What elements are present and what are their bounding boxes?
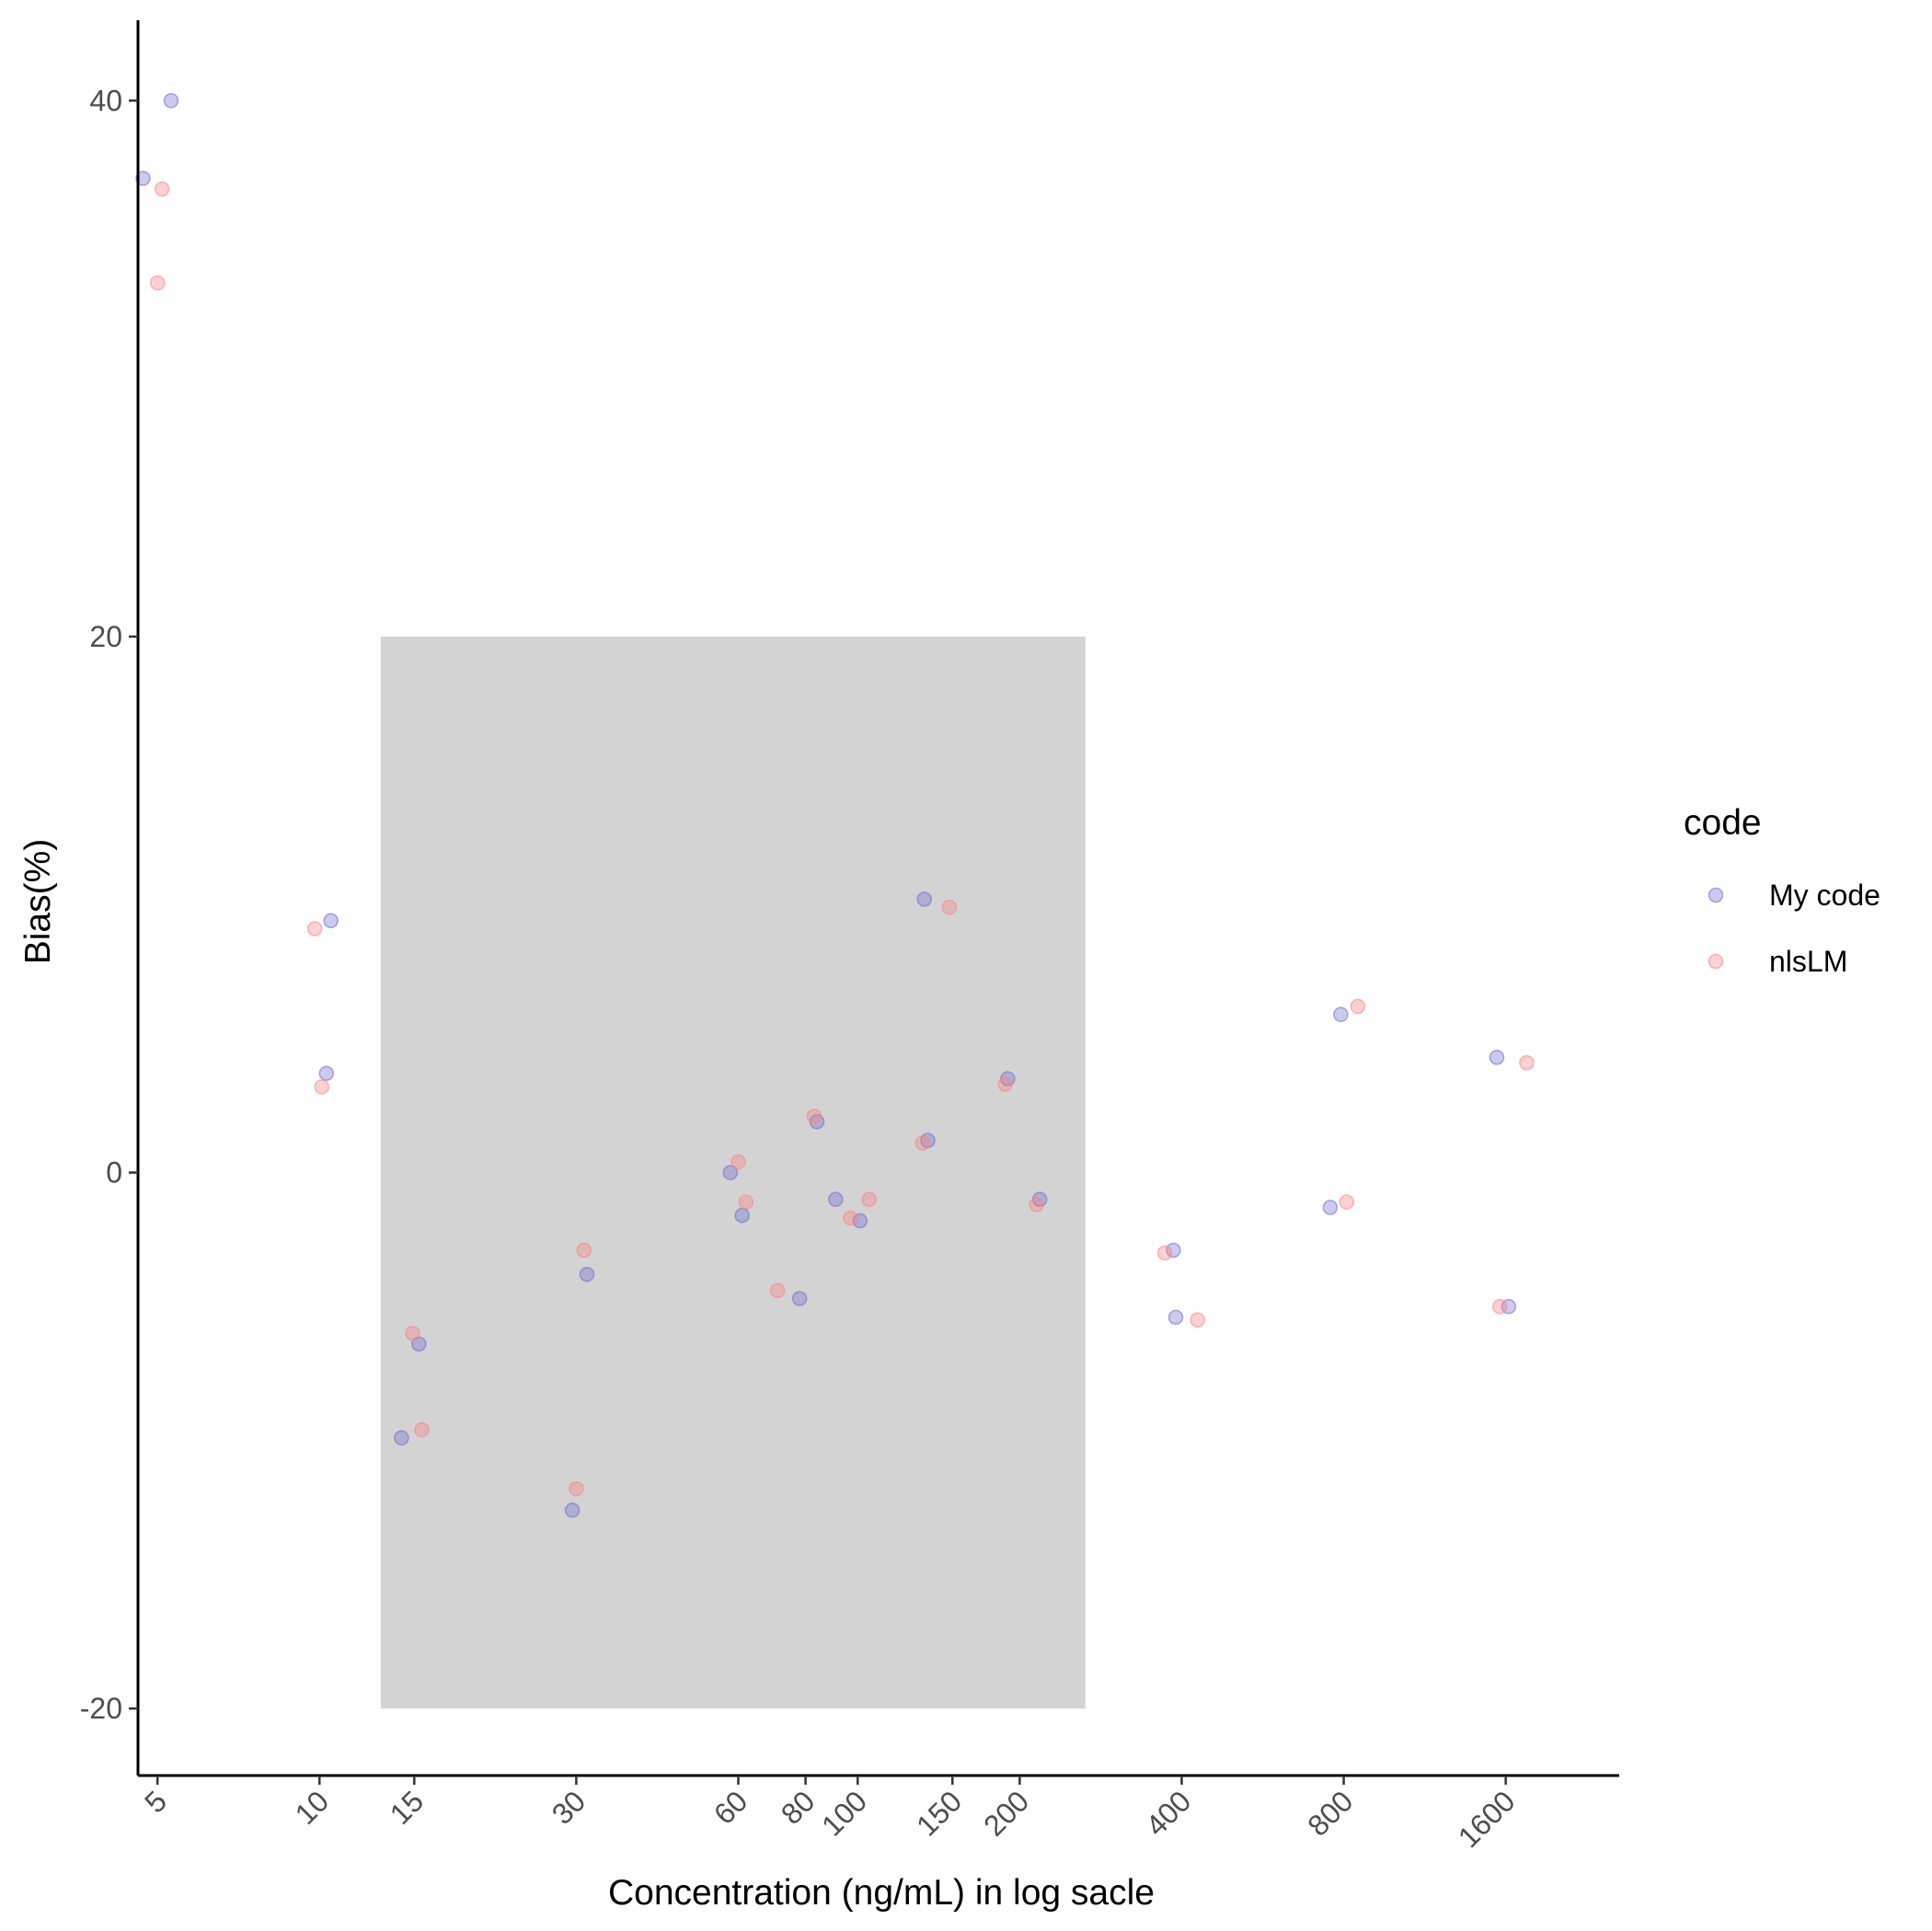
data-point-my-code-22 — [1489, 1050, 1505, 1065]
data-point-my-code-13 — [852, 1213, 868, 1229]
data-point-nlslm-8 — [730, 1154, 746, 1170]
data-point-nlslm-22 — [1491, 1298, 1508, 1315]
data-point-my-code-2 — [323, 913, 339, 929]
data-point-my-code-9 — [734, 1207, 750, 1224]
data-point-nlslm-19 — [1190, 1312, 1205, 1328]
data-points-layer — [135, 93, 1535, 1518]
data-point-my-code-10 — [791, 1291, 808, 1306]
data-point-nlslm-16 — [997, 1076, 1013, 1092]
x-axis-title: Concentration (ng/mL) in log sacle — [608, 1873, 1155, 1913]
data-point-my-code-0 — [135, 170, 151, 187]
data-point-my-code-8 — [722, 1165, 739, 1180]
data-point-nlslm-21 — [1350, 998, 1366, 1015]
data-point-my-code-20 — [1322, 1200, 1339, 1215]
data-point-nlslm-15 — [941, 899, 958, 915]
legend-label-nlslm: nlsLM — [1769, 945, 1847, 978]
data-point-my-code-7 — [579, 1266, 595, 1282]
data-point-nlslm-3 — [314, 1079, 330, 1095]
acceptance-region-layer — [380, 636, 1086, 1709]
data-point-nlslm-20 — [1339, 1194, 1355, 1210]
data-point-my-code-6 — [564, 1502, 581, 1518]
legend-title: code — [1684, 803, 1762, 843]
data-point-my-code-1 — [163, 93, 179, 109]
y-tick-label-40: 40 — [89, 84, 122, 117]
acceptance-region — [380, 636, 1086, 1709]
data-point-nlslm-12 — [843, 1210, 858, 1226]
data-point-nlslm-17 — [1029, 1197, 1045, 1213]
data-point-nlslm-11 — [806, 1109, 822, 1124]
data-point-my-code-12 — [828, 1191, 844, 1208]
data-point-nlslm-2 — [306, 921, 323, 937]
data-point-my-code-19 — [1167, 1309, 1184, 1326]
data-point-my-code-21 — [1333, 1006, 1349, 1023]
y-tick-label--20: -20 — [80, 1692, 122, 1725]
data-point-nlslm-18 — [1156, 1245, 1173, 1261]
legend-label-my-code: My code — [1769, 879, 1880, 912]
y-axis-ticks: -20 0 20 40 — [80, 84, 138, 1725]
data-point-my-code-3 — [318, 1065, 335, 1082]
legend-key-my-code — [1708, 887, 1724, 903]
legend: code My code nlsLM — [1684, 803, 1880, 978]
data-point-nlslm-0 — [154, 181, 170, 197]
data-point-my-code-14 — [916, 891, 933, 907]
data-point-my-code-4 — [394, 1430, 409, 1446]
data-point-nlslm-7 — [576, 1242, 592, 1259]
data-point-nlslm-10 — [769, 1282, 786, 1299]
legend-key-nlslm — [1708, 953, 1724, 970]
data-point-nlslm-6 — [569, 1481, 584, 1497]
y-tick-label-0: 0 — [106, 1156, 122, 1190]
data-point-nlslm-23 — [1519, 1054, 1535, 1071]
y-tick-label-20: 20 — [89, 620, 122, 653]
data-point-nlslm-9 — [738, 1194, 754, 1210]
data-point-nlslm-4 — [405, 1326, 420, 1341]
data-point-my-code-18 — [1166, 1242, 1181, 1259]
data-point-nlslm-14 — [914, 1135, 931, 1151]
y-axis-title: Bias(%) — [18, 839, 58, 965]
data-point-nlslm-1 — [149, 275, 166, 291]
data-point-nlslm-13 — [861, 1191, 877, 1208]
axes-layer — [136, 20, 1619, 1777]
data-point-nlslm-5 — [414, 1421, 430, 1438]
